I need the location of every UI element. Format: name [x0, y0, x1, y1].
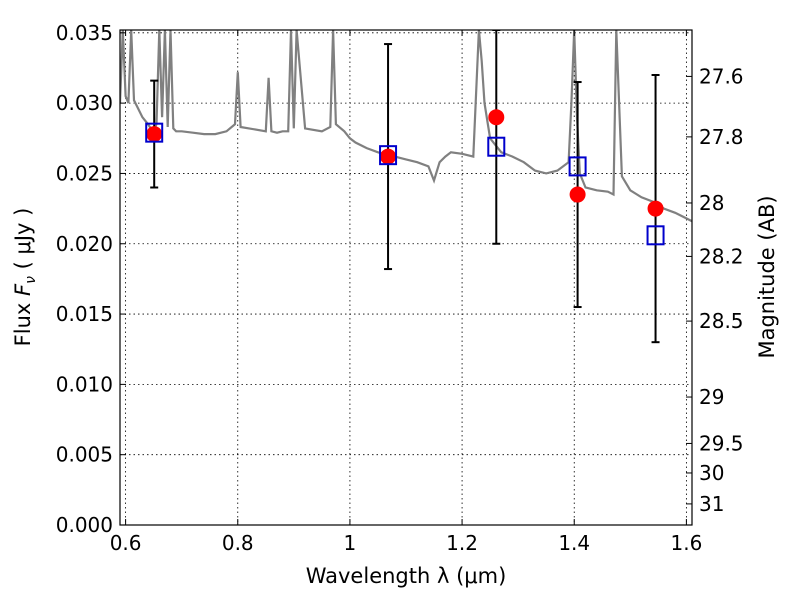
observed-point: [146, 126, 163, 143]
y-tick-label: 0.010: [56, 372, 113, 396]
x-tick-label: 1: [344, 531, 357, 555]
y-tick-label: 0.025: [56, 161, 113, 185]
y-tick-label: 0.035: [56, 21, 113, 45]
x-tick-label: 1.6: [670, 531, 702, 555]
y-axis-label-symbol: F: [11, 283, 35, 296]
y-tick-label: 0.000: [56, 513, 113, 537]
y2-axis-label: Magnitude (AB): [755, 195, 779, 358]
y2-tick-label: 31: [699, 492, 724, 516]
y-axis-label-subscript: ν: [23, 276, 39, 284]
y2-tick-label: 28: [699, 191, 724, 215]
y-tick-label: 0.015: [56, 302, 113, 326]
y-axis-label-units: ( μJy ): [11, 208, 35, 276]
y2-tick-label: 28.2: [699, 244, 744, 268]
y2-axis-ticks: 27.6 27.8 28 28.2 28.5 29 29.5 30 31: [686, 64, 744, 516]
y-tick-label: 0.030: [56, 91, 113, 115]
x-axis-label: Wavelength λ (μm): [306, 564, 507, 588]
y2-tick-label: 27.6: [699, 64, 744, 88]
model-point: [568, 156, 587, 177]
model-point: [145, 122, 164, 143]
y2-tick-label: 27.8: [699, 125, 744, 149]
y2-tick-label: 30: [699, 461, 724, 485]
plot-frame: [119, 29, 693, 526]
y2-tick-label: 29.5: [699, 431, 744, 455]
x-axis-ticks: 0.6 0.8 1 1.2 1.4 1.6: [110, 30, 702, 555]
y-axis-label: Flux Fν ( μJy ): [11, 208, 39, 347]
x-tick-label: 0.6: [110, 531, 142, 555]
y-tick-label: 0.020: [56, 232, 113, 256]
y2-tick-label: 28.5: [699, 309, 744, 333]
x-tick-label: 0.8: [222, 531, 254, 555]
model-point: [646, 225, 665, 246]
y2-tick-label: 29: [699, 385, 724, 409]
template-spectrum-line: [120, 30, 692, 223]
y-axis-ticks: 0.000 0.005 0.010 0.015 0.020 0.025 0.030 0.035: [56, 21, 126, 537]
model-point: [379, 145, 398, 166]
y-tick-label: 0.005: [56, 443, 113, 467]
observed-point: [488, 109, 505, 126]
grid-lines: [120, 30, 692, 526]
y-axis-label-prefix: Flux: [11, 296, 35, 346]
x-tick-label: 1.2: [446, 531, 478, 555]
error-bars: [150, 30, 660, 344]
observed-point: [647, 200, 664, 217]
model-points: [145, 122, 665, 246]
observed-point: [569, 186, 586, 203]
x-tick-label: 1.4: [558, 531, 590, 555]
model-point: [487, 136, 506, 157]
plot-area: [120, 30, 692, 344]
observed-point: [380, 148, 397, 165]
